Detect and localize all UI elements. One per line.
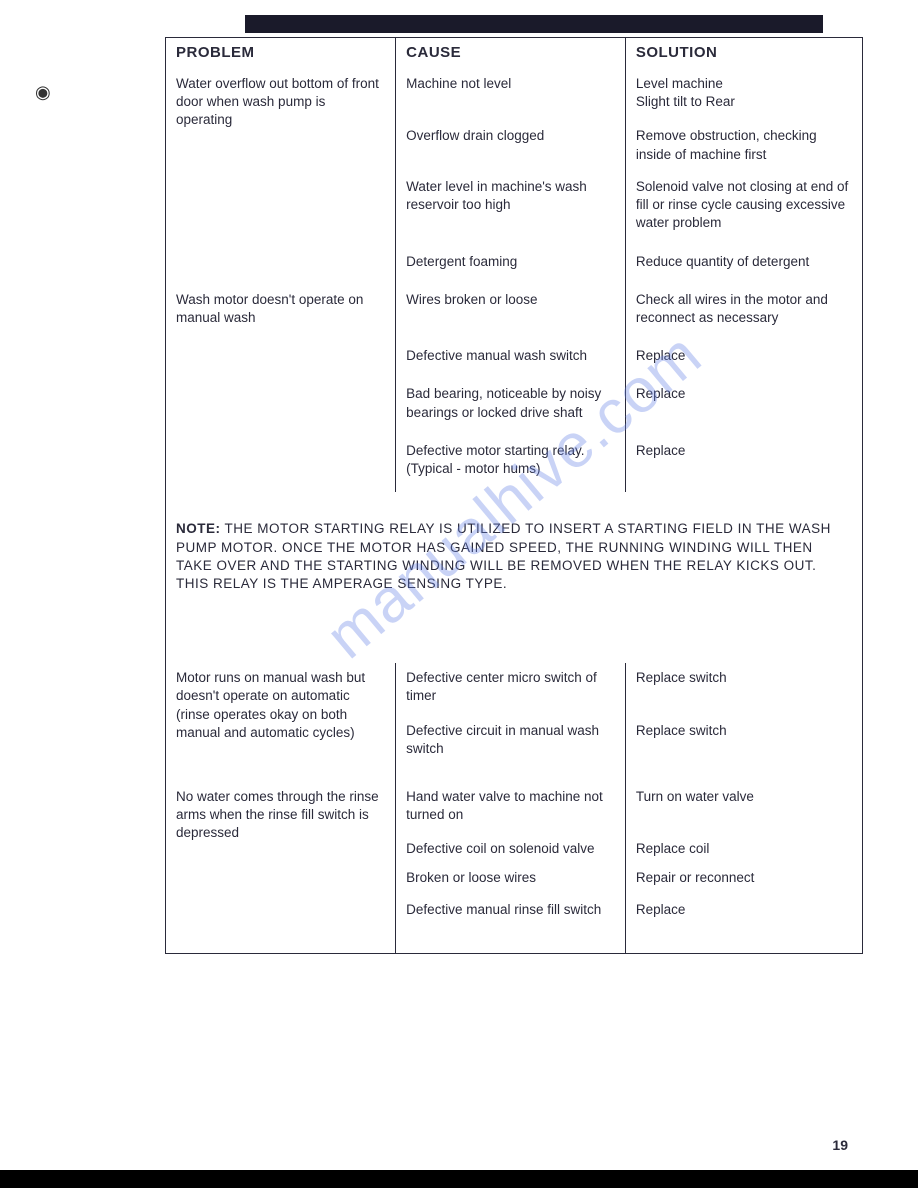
cell-cause: Wires broken or loose bbox=[396, 285, 626, 341]
troubleshooting-table-wrap: manualhive.com PROBLEM CAUSE SOLUTION Wa… bbox=[165, 37, 863, 954]
cell-cause: Overflow drain clogged bbox=[396, 125, 626, 171]
cell-solution: Level machine Slight tilt to Rear bbox=[625, 69, 862, 125]
cell-cause: Defective manual wash switch bbox=[396, 341, 626, 379]
cell-solution: Reduce quantity of detergent bbox=[625, 247, 862, 285]
table-row: Wash motor doesn't operate on manual was… bbox=[166, 285, 862, 341]
cell-solution: Replace bbox=[625, 379, 862, 435]
header-problem: PROBLEM bbox=[166, 38, 396, 69]
cell-cause: Defective motor starting relay. (Typical… bbox=[396, 436, 626, 492]
cell-problem bbox=[166, 172, 396, 247]
cell-solution: Turn on water valve bbox=[625, 766, 862, 838]
cell-cause: Hand water valve to machine not turned o… bbox=[396, 766, 626, 838]
table-row: Water overflow out bottom of front door … bbox=[166, 69, 862, 125]
title-bar bbox=[245, 15, 823, 33]
cell-cause: Defective manual rinse fill switch bbox=[396, 895, 626, 953]
cell-problem: No water comes through the rinse arms wh… bbox=[166, 766, 396, 953]
note-text: THE MOTOR STARTING RELAY IS UTILIZED TO … bbox=[176, 521, 831, 591]
cell-problem bbox=[166, 341, 396, 379]
table-row: Water level in machine's wash reservoir … bbox=[166, 172, 862, 247]
table-body-1: Water overflow out bottom of front door … bbox=[166, 69, 862, 953]
cell-solution: Remove obstruction, checking inside of m… bbox=[625, 125, 862, 171]
note-label: NOTE: bbox=[176, 521, 221, 536]
cell-problem bbox=[166, 436, 396, 492]
page-container: manualhive.com PROBLEM CAUSE SOLUTION Wa… bbox=[0, 0, 918, 964]
header-solution: SOLUTION bbox=[625, 38, 862, 69]
bottom-bar bbox=[0, 1170, 918, 1188]
table-row: Defective motor starting relay. (Typical… bbox=[166, 436, 862, 492]
cell-solution: Replace switch bbox=[625, 720, 862, 766]
cell-cause: Defective circuit in manual wash switch bbox=[396, 720, 626, 766]
cell-cause: Bad bearing, noticeable by noisy bearing… bbox=[396, 379, 626, 435]
troubleshooting-table: PROBLEM CAUSE SOLUTION Water overflow ou… bbox=[166, 38, 862, 953]
cell-problem: Water overflow out bottom of front door … bbox=[166, 69, 396, 172]
cell-solution: Solenoid valve not closing at end of fil… bbox=[625, 172, 862, 247]
cell-cause: Broken or loose wires bbox=[396, 867, 626, 895]
cell-solution: Replace switch bbox=[625, 663, 862, 719]
cell-cause: Water level in machine's wash reservoir … bbox=[396, 172, 626, 247]
cell-problem: Wash motor doesn't operate on manual was… bbox=[166, 285, 396, 341]
table-row: Bad bearing, noticeable by noisy bearing… bbox=[166, 379, 862, 435]
table-header-row: PROBLEM CAUSE SOLUTION bbox=[166, 38, 862, 69]
cell-cause: Machine not level bbox=[396, 69, 626, 125]
cell-cause: Defective coil on solenoid valve bbox=[396, 838, 626, 866]
cell-cause: Detergent foaming bbox=[396, 247, 626, 285]
cell-solution: Replace coil bbox=[625, 838, 862, 866]
table-row: Detergent foaming Reduce quantity of det… bbox=[166, 247, 862, 285]
cell-solution: Repair or reconnect bbox=[625, 867, 862, 895]
cell-solution: Replace bbox=[625, 436, 862, 492]
cell-cause: Defective center micro switch of timer bbox=[396, 663, 626, 719]
cell-problem: Motor runs on manual wash but doesn't op… bbox=[166, 663, 396, 766]
table-row: Motor runs on manual wash but doesn't op… bbox=[166, 663, 862, 719]
cell-solution: Check all wires in the motor and reconne… bbox=[625, 285, 862, 341]
cell-solution: Replace bbox=[625, 895, 862, 953]
note-cell: NOTE: THE MOTOR STARTING RELAY IS UTILIZ… bbox=[166, 492, 862, 663]
cell-solution: Replace bbox=[625, 341, 862, 379]
table-row: No water comes through the rinse arms wh… bbox=[166, 766, 862, 838]
cell-problem bbox=[166, 247, 396, 285]
header-cause: CAUSE bbox=[396, 38, 626, 69]
note-row: NOTE: THE MOTOR STARTING RELAY IS UTILIZ… bbox=[166, 492, 862, 663]
cell-problem bbox=[166, 379, 396, 435]
table-row: Defective manual wash switch Replace bbox=[166, 341, 862, 379]
page-number: 19 bbox=[832, 1137, 848, 1153]
